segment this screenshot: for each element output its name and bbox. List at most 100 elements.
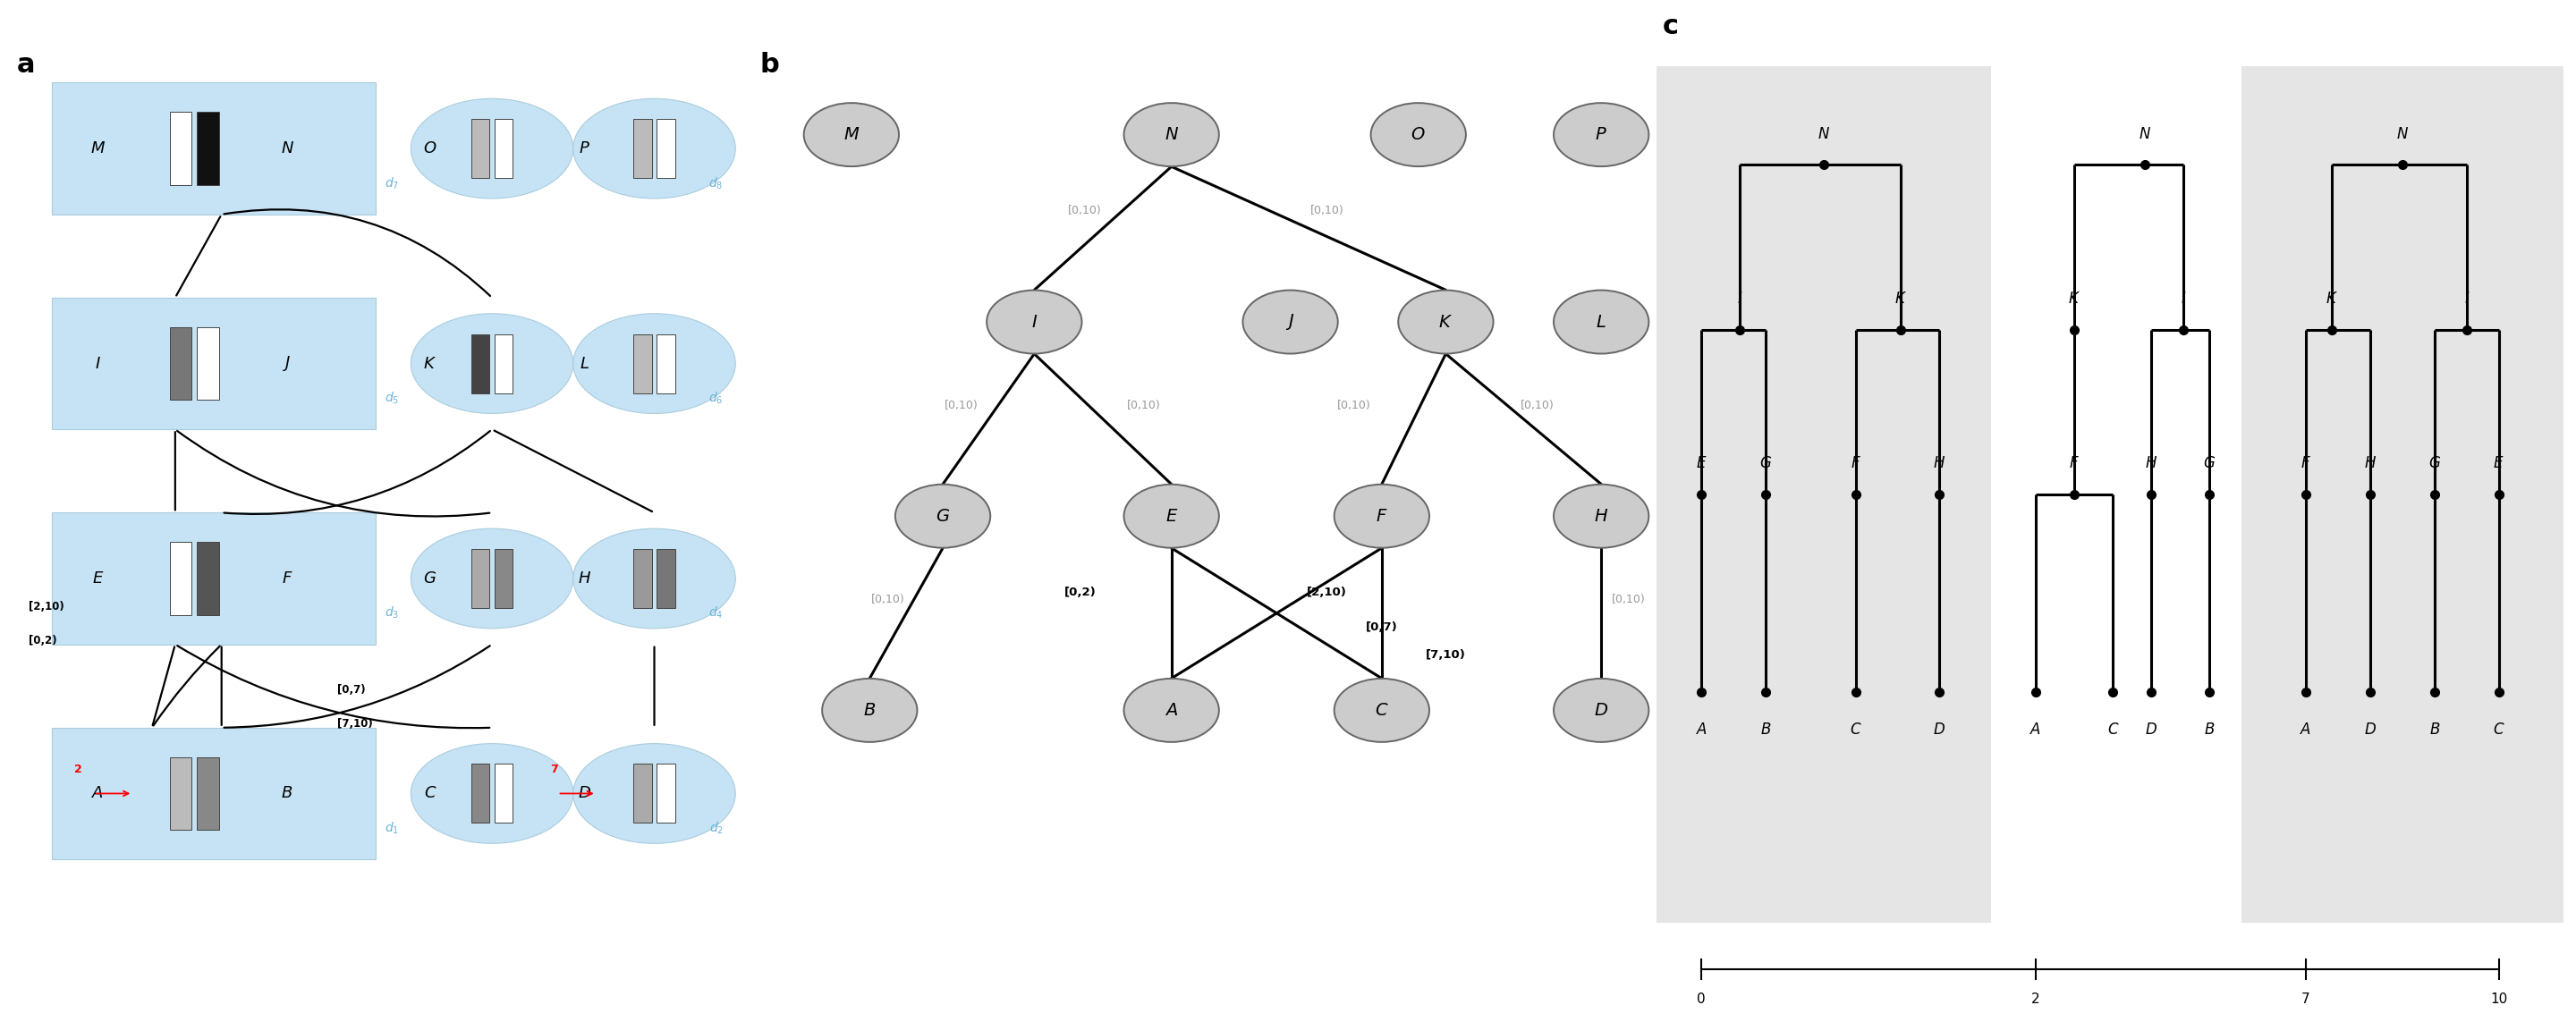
Text: $\mathit{P}$: $\mathit{P}$ (580, 140, 590, 156)
Text: [2,10): [2,10) (1306, 587, 1347, 598)
Text: $\mathit{A}$: $\mathit{A}$ (1695, 722, 1708, 738)
FancyBboxPatch shape (52, 83, 376, 215)
Text: $\mathit{I}$: $\mathit{I}$ (2182, 290, 2187, 307)
FancyBboxPatch shape (170, 542, 191, 615)
Text: $\mathit{D}$: $\mathit{D}$ (1932, 722, 1945, 738)
Text: [0,10): [0,10) (945, 400, 979, 411)
Text: 7: 7 (549, 763, 559, 775)
FancyBboxPatch shape (170, 757, 191, 830)
Text: $\mathit{B}$: $\mathit{B}$ (863, 702, 876, 718)
Text: $\mathit{d_5}$: $\mathit{d_5}$ (384, 390, 399, 406)
Text: $\mathit{D}$: $\mathit{D}$ (1595, 702, 1607, 718)
Ellipse shape (1553, 103, 1649, 167)
Text: $\mathit{C}$: $\mathit{C}$ (1376, 702, 1388, 718)
Ellipse shape (574, 314, 737, 414)
Text: [0,2): [0,2) (28, 635, 57, 647)
Text: $\mathit{A}$: $\mathit{A}$ (2300, 722, 2311, 738)
FancyBboxPatch shape (471, 334, 489, 393)
Ellipse shape (822, 679, 917, 742)
Text: $\mathit{N}$: $\mathit{N}$ (1816, 126, 1829, 142)
FancyBboxPatch shape (634, 334, 652, 393)
Text: [0,10): [0,10) (1311, 205, 1345, 217)
Ellipse shape (1123, 484, 1218, 548)
Text: $\mathit{C}$: $\mathit{C}$ (2494, 722, 2504, 738)
Text: [0,7): [0,7) (337, 684, 366, 695)
FancyBboxPatch shape (657, 549, 675, 608)
Text: $\mathit{G}$: $\mathit{G}$ (2429, 456, 2442, 471)
Ellipse shape (1123, 679, 1218, 742)
Text: $\mathit{d_4}$: $\mathit{d_4}$ (708, 605, 724, 621)
Text: $\mathit{C}$: $\mathit{C}$ (422, 786, 438, 801)
Ellipse shape (1334, 484, 1430, 548)
Text: [0,10): [0,10) (1066, 205, 1103, 217)
Text: $\mathit{F}$: $\mathit{F}$ (1376, 508, 1388, 524)
Text: $\mathit{H}$: $\mathit{H}$ (2146, 456, 2159, 471)
Ellipse shape (1553, 290, 1649, 354)
Text: $\mathit{L}$: $\mathit{L}$ (1597, 314, 1607, 330)
Text: $\mathit{I}$: $\mathit{I}$ (2463, 290, 2470, 307)
FancyBboxPatch shape (198, 112, 219, 185)
Text: $\mathit{N}$: $\mathit{N}$ (2396, 126, 2409, 142)
Text: $\mathit{O}$: $\mathit{O}$ (1412, 126, 1425, 143)
Text: $\mathit{F}$: $\mathit{F}$ (281, 570, 294, 587)
Ellipse shape (1553, 484, 1649, 548)
Text: $\mathit{G}$: $\mathit{G}$ (1759, 456, 1772, 471)
Text: $\mathit{K}$: $\mathit{K}$ (1893, 290, 1906, 307)
Text: $\mathit{E}$: $\mathit{E}$ (1164, 508, 1177, 524)
Text: $\mathit{B}$: $\mathit{B}$ (281, 786, 294, 801)
Ellipse shape (896, 484, 989, 548)
Text: $\mathit{H}$: $\mathit{H}$ (577, 570, 592, 587)
FancyBboxPatch shape (495, 120, 513, 178)
FancyBboxPatch shape (170, 112, 191, 185)
Text: $\mathit{K}$: $\mathit{K}$ (422, 356, 438, 372)
Ellipse shape (987, 290, 1082, 354)
Text: 0: 0 (1698, 992, 1705, 1006)
Text: [7,10): [7,10) (1425, 649, 1466, 660)
Text: [0,10): [0,10) (1613, 594, 1646, 605)
Text: c: c (1662, 13, 1680, 39)
Text: $\mathit{K}$: $\mathit{K}$ (2069, 290, 2081, 307)
Text: $\mathit{d_7}$: $\mathit{d_7}$ (384, 176, 399, 191)
Ellipse shape (412, 744, 574, 843)
Text: $\mathit{J}$: $\mathit{J}$ (283, 355, 291, 373)
FancyBboxPatch shape (634, 120, 652, 178)
Text: $\mathit{I}$: $\mathit{I}$ (1030, 314, 1038, 330)
Text: 7: 7 (2300, 992, 2311, 1006)
Text: $\mathit{L}$: $\mathit{L}$ (580, 356, 590, 372)
Text: $\mathit{d_6}$: $\mathit{d_6}$ (708, 390, 724, 406)
FancyBboxPatch shape (657, 120, 675, 178)
FancyBboxPatch shape (634, 549, 652, 608)
Text: $\mathit{B}$: $\mathit{B}$ (2429, 722, 2439, 738)
Text: $\mathit{H}$: $\mathit{H}$ (2365, 456, 2378, 471)
FancyBboxPatch shape (52, 513, 376, 645)
FancyBboxPatch shape (170, 327, 191, 400)
Text: $\mathit{C}$: $\mathit{C}$ (1850, 722, 1862, 738)
Text: $\mathit{E}$: $\mathit{E}$ (93, 570, 103, 587)
Ellipse shape (1370, 103, 1466, 167)
Text: a: a (15, 51, 36, 78)
Text: $\mathit{G}$: $\mathit{G}$ (2202, 456, 2215, 471)
Text: $\mathit{G}$: $\mathit{G}$ (422, 570, 438, 587)
Ellipse shape (412, 98, 574, 198)
FancyBboxPatch shape (198, 327, 219, 400)
Text: $\mathit{N}$: $\mathit{N}$ (281, 140, 294, 156)
Ellipse shape (804, 103, 899, 167)
Text: b: b (760, 51, 781, 78)
Text: $\mathit{E}$: $\mathit{E}$ (2494, 456, 2504, 471)
Ellipse shape (574, 528, 737, 629)
FancyBboxPatch shape (1656, 66, 1991, 923)
Text: $\mathit{G}$: $\mathit{G}$ (935, 508, 951, 524)
Ellipse shape (574, 98, 737, 198)
FancyBboxPatch shape (634, 764, 652, 823)
Text: $\mathit{I}$: $\mathit{I}$ (95, 356, 100, 372)
FancyBboxPatch shape (471, 549, 489, 608)
FancyBboxPatch shape (471, 120, 489, 178)
Text: [0,10): [0,10) (1520, 400, 1553, 411)
Text: [0,10): [0,10) (1337, 400, 1370, 411)
FancyBboxPatch shape (495, 764, 513, 823)
FancyBboxPatch shape (495, 334, 513, 393)
FancyBboxPatch shape (198, 542, 219, 615)
Text: $\mathit{E}$: $\mathit{E}$ (1695, 456, 1708, 471)
Text: $\mathit{F}$: $\mathit{F}$ (2300, 456, 2311, 471)
Ellipse shape (1553, 679, 1649, 742)
